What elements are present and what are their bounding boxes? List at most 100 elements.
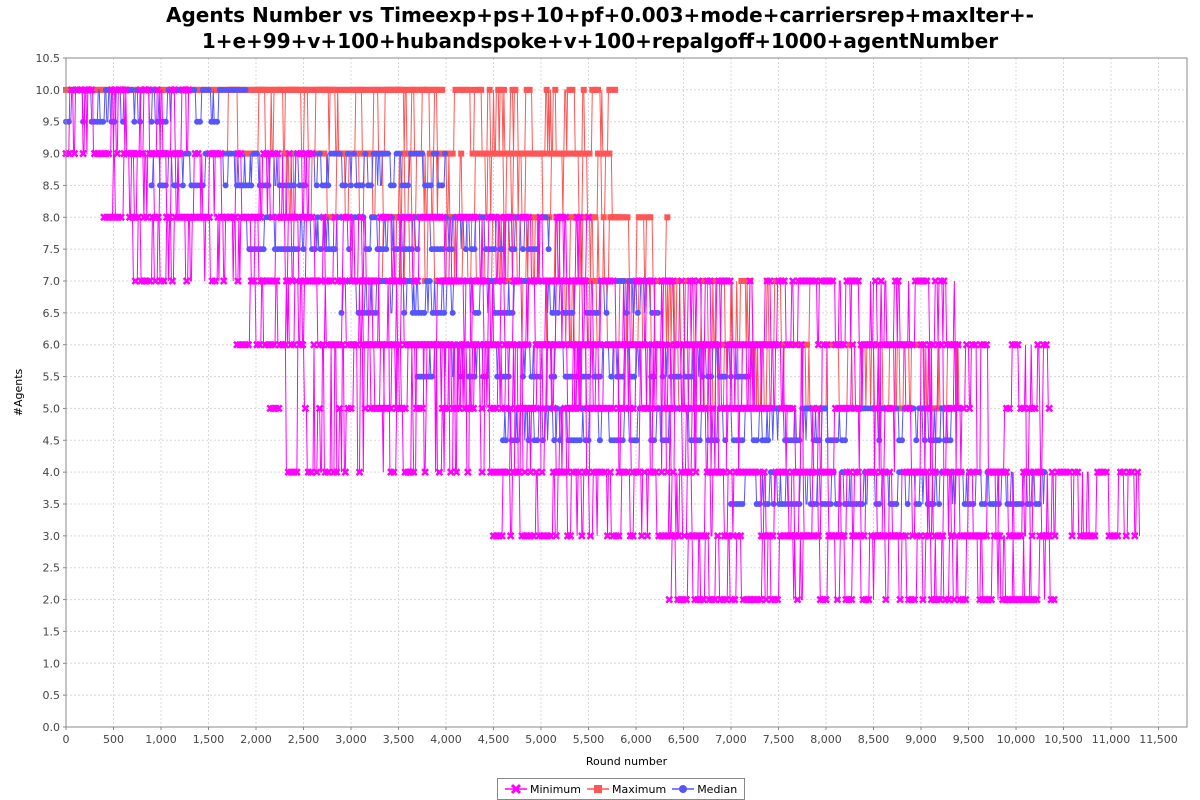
data-point-minimum xyxy=(609,277,618,285)
data-point-median xyxy=(551,437,558,444)
data-point-minimum xyxy=(439,213,448,222)
data-point-minimum xyxy=(780,277,789,285)
data-point-maximum xyxy=(496,278,503,284)
data-point-median xyxy=(936,501,943,507)
data-point-minimum xyxy=(748,340,757,349)
chart-title-line-1: Agents Number vs Timeexp+ps+10+pf+0.003+… xyxy=(166,3,1034,27)
data-point-minimum xyxy=(298,340,307,349)
data-point-minimum xyxy=(293,213,302,222)
axes: 0.0 0.5 1.0 1.5 2.0 2.5 3.0 3.5 4.0 4.5 5.0 5.5 6.0 6… xyxy=(36,52,1178,746)
data-point-minimum xyxy=(828,277,837,285)
data-point-maximum xyxy=(721,341,728,348)
y-tick-label: 10.5 xyxy=(36,52,61,65)
data-point-minimum xyxy=(312,468,321,477)
data-point-minimum xyxy=(951,340,960,349)
x-tick-label: 3,000 xyxy=(335,733,367,746)
data-point-maximum xyxy=(290,150,297,157)
data-point-minimum xyxy=(389,468,398,477)
y-tick-label: 6.0 xyxy=(43,339,61,352)
data-point-maximum xyxy=(401,150,408,157)
data-point-minimum xyxy=(421,468,429,477)
data-point-minimum xyxy=(455,404,464,413)
data-point-minimum xyxy=(413,277,422,285)
data-point-median xyxy=(813,501,820,507)
data-point-minimum xyxy=(928,468,937,477)
data-point-minimum xyxy=(569,340,578,349)
x-tick-label: 1,500 xyxy=(193,733,225,746)
y-tick-label: 7.0 xyxy=(43,275,61,288)
x-tick-label: 6,500 xyxy=(668,733,700,746)
data-point-maximum xyxy=(552,86,559,93)
data-point-minimum xyxy=(308,213,316,222)
data-point-median xyxy=(179,182,186,189)
data-point-median xyxy=(442,150,449,157)
data-point-median xyxy=(475,309,482,316)
x-tick-label: 11,000 xyxy=(1092,733,1131,746)
data-point-minimum xyxy=(788,404,797,413)
data-point-minimum xyxy=(871,468,880,477)
data-point-minimum xyxy=(643,531,652,540)
y-tick-label: 5.5 xyxy=(43,371,61,384)
data-point-maximum xyxy=(372,86,379,93)
data-point-minimum xyxy=(576,213,584,222)
data-point-minimum xyxy=(788,468,797,477)
data-point-median xyxy=(514,437,521,444)
data-point-minimum xyxy=(113,149,122,158)
data-point-median xyxy=(576,437,583,444)
data-point-maximum xyxy=(569,86,576,93)
x-tick-label: 10,000 xyxy=(997,733,1036,746)
data-point-minimum xyxy=(854,277,863,285)
data-point-maximum xyxy=(526,86,533,93)
x-axis-label: Round number xyxy=(586,755,668,768)
data-point-median xyxy=(419,150,426,157)
data-point-median xyxy=(426,278,433,284)
data-point-minimum xyxy=(506,531,515,540)
data-point-minimum xyxy=(70,149,79,158)
legend-swatch-minimum xyxy=(505,783,527,795)
data-point-median xyxy=(350,150,357,157)
data-point-minimum xyxy=(483,340,492,349)
y-tick-label: 9.5 xyxy=(43,116,61,129)
data-point-minimum xyxy=(358,277,367,285)
data-point-median xyxy=(421,309,428,316)
data-point-median xyxy=(634,309,641,316)
data-point-minimum xyxy=(79,149,87,158)
data-point-maximum xyxy=(329,86,336,93)
data-point-minimum xyxy=(793,595,802,604)
data-point-minimum xyxy=(682,595,691,604)
data-point-maximum xyxy=(878,341,885,348)
data-point-minimum xyxy=(292,468,301,477)
data-point-median xyxy=(688,373,695,380)
data-point-median xyxy=(100,118,107,125)
data-point-minimum xyxy=(584,213,593,222)
data-point-maximum xyxy=(595,86,601,93)
data-point-minimum xyxy=(729,404,737,413)
x-tick-label: 2,500 xyxy=(288,733,320,746)
data-point-minimum xyxy=(332,468,341,477)
data-point-minimum xyxy=(847,595,856,604)
data-point-minimum xyxy=(731,340,740,349)
data-point-median xyxy=(371,214,378,221)
data-point-median xyxy=(491,246,498,253)
data-point-median xyxy=(595,309,601,316)
data-point-minimum xyxy=(1068,531,1076,540)
data-point-minimum xyxy=(159,149,168,158)
data-point-maximum xyxy=(458,150,465,157)
data-point-minimum xyxy=(666,404,675,413)
data-point-maximum xyxy=(592,214,599,221)
data-point-minimum xyxy=(854,404,863,413)
data-point-minimum xyxy=(896,595,904,604)
data-point-minimum xyxy=(549,404,558,413)
data-point-minimum xyxy=(669,277,677,285)
x-tick-label: 4,500 xyxy=(478,733,510,746)
x-tick-label: 7,000 xyxy=(715,733,747,746)
data-point-maximum xyxy=(426,150,433,157)
data-point-minimum xyxy=(894,277,903,285)
series-layer xyxy=(62,85,1142,604)
data-point-median xyxy=(405,182,411,189)
y-tick-label: 2.5 xyxy=(43,562,61,575)
data-point-median xyxy=(214,118,221,125)
data-point-minimum xyxy=(700,531,709,540)
data-point-minimum xyxy=(665,595,674,604)
